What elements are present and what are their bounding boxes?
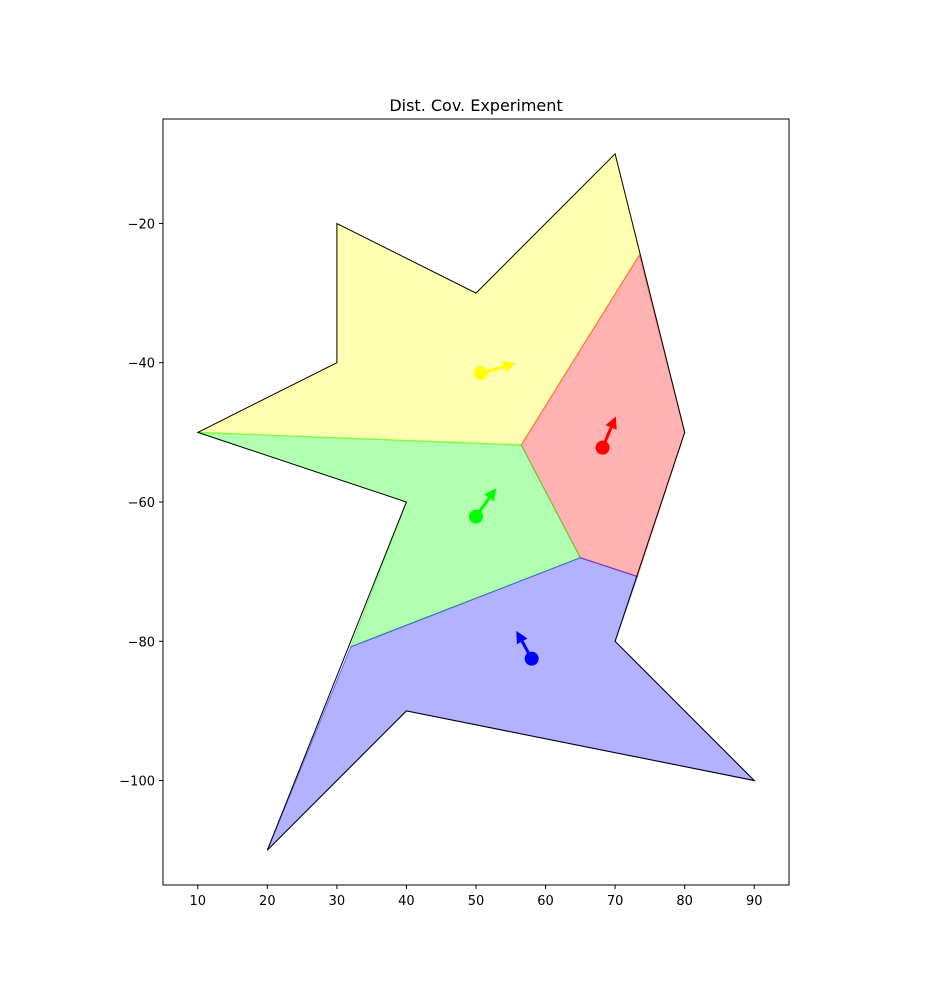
coverage-region-4: [266, 557, 757, 851]
agent-marker-3: [469, 509, 483, 524]
chart-title: Dist. Cov. Experiment: [389, 96, 562, 115]
x-tick-label: 20: [259, 894, 276, 909]
agent-marker-4: [524, 651, 539, 666]
x-tick-label: 60: [537, 894, 554, 909]
x-tick-label: 30: [329, 894, 346, 909]
y-tick-label: −100: [119, 775, 155, 790]
y-tick-label: −60: [128, 496, 155, 511]
agents: [469, 360, 617, 666]
agent-heading-arrow-1: [502, 360, 516, 373]
y-axis: −20 −40 −60 −80 −100: [119, 217, 163, 790]
x-tick-label: 80: [676, 894, 693, 909]
agent-heading-arrow-2: [605, 416, 617, 430]
agent-marker-2: [595, 440, 610, 455]
x-tick-label: 70: [607, 894, 624, 909]
agent-heading-arrow-3: [484, 488, 497, 502]
x-tick-label: 10: [190, 894, 207, 909]
agent-heading-arrow-4: [516, 630, 528, 645]
x-tick-label: 40: [398, 894, 415, 909]
environment-outline: [196, 152, 756, 851]
y-tick-label: −20: [128, 217, 155, 232]
y-tick-label: −80: [128, 635, 155, 650]
y-tick-label: −40: [128, 357, 155, 372]
x-axis: 10 20 30 40 50 60 70 80 90: [190, 885, 763, 909]
x-tick-label: 50: [468, 894, 485, 909]
coverage-regions: [197, 152, 757, 851]
agent-marker-1: [473, 366, 488, 381]
x-tick-label: 90: [746, 894, 763, 909]
